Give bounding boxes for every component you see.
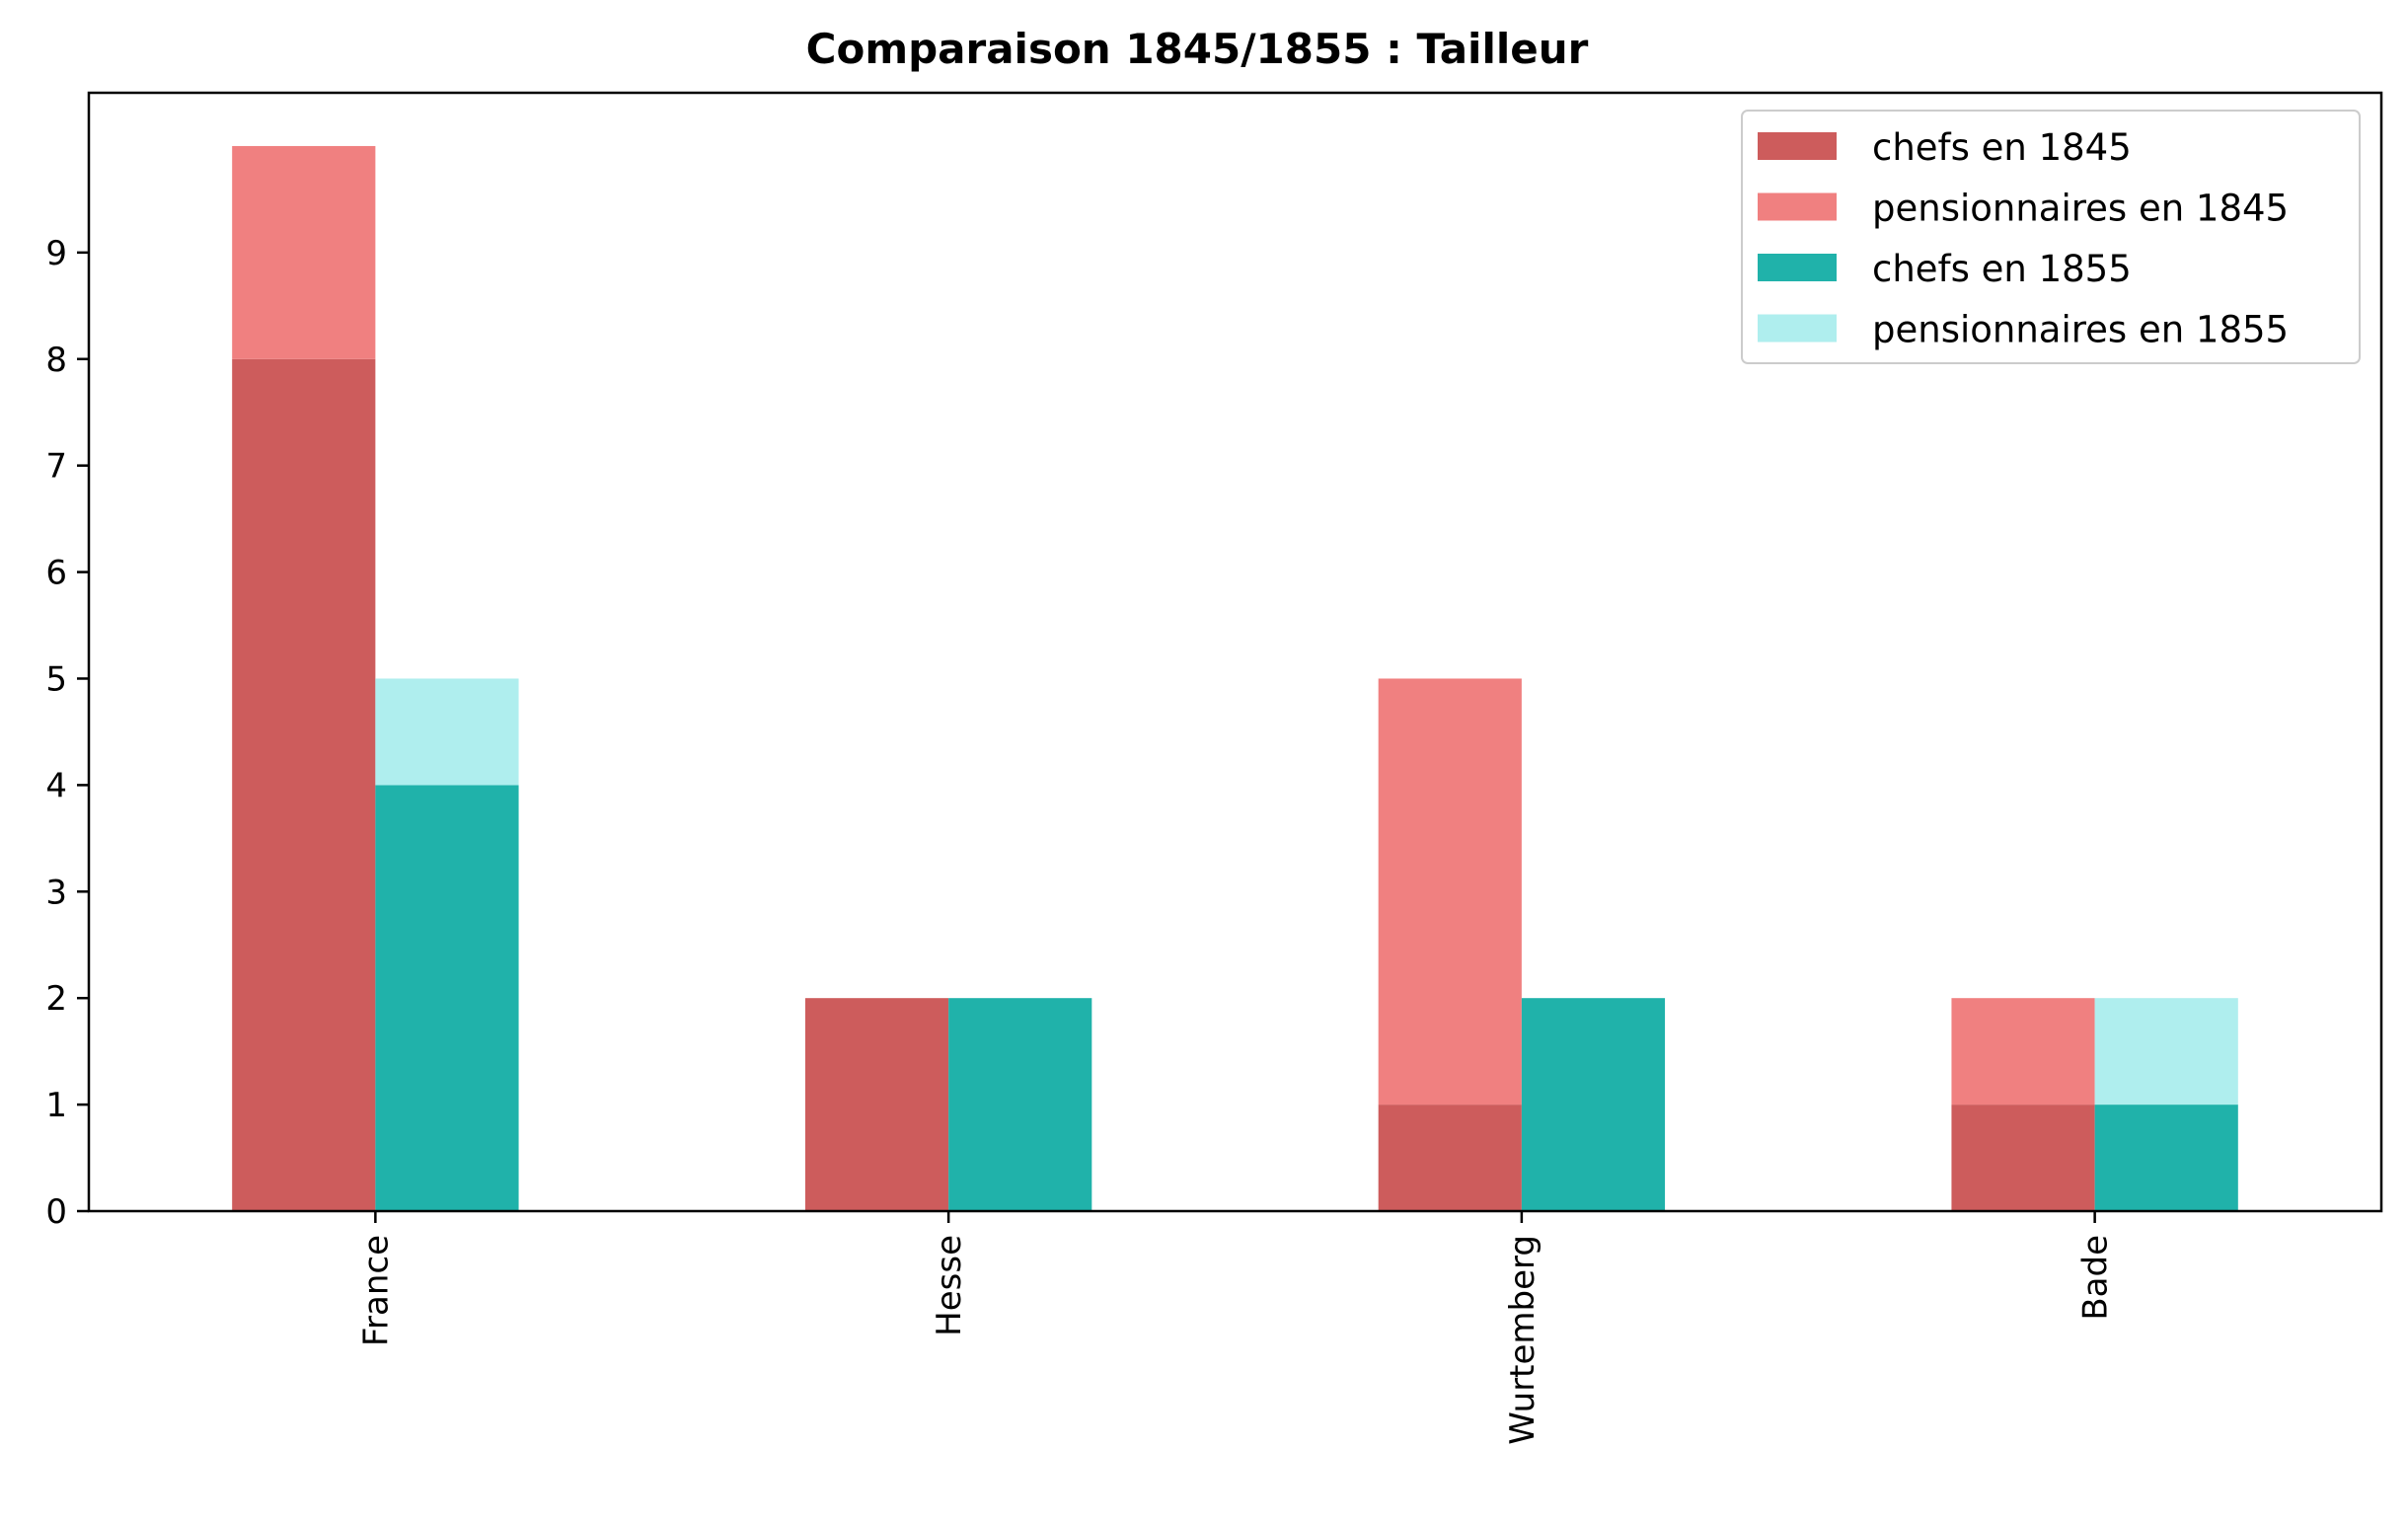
legend-swatch bbox=[1758, 132, 1837, 160]
y-tick-label: 7 bbox=[45, 447, 67, 487]
x-tick-label: Wurtemberg bbox=[1503, 1235, 1543, 1445]
axes-group: 0 1 2 3 4 5 6 7 8 9 France Hesse Wurtemberg Bade bbox=[45, 91, 2383, 1445]
chart-title: Comparaison 1845/1855 : Tailleur bbox=[806, 25, 1589, 73]
plot-frame bbox=[87, 91, 2383, 1213]
bar-bade-series-3 bbox=[2094, 998, 2238, 1106]
bars-group bbox=[232, 145, 2238, 1211]
y-tick-label: 0 bbox=[45, 1192, 67, 1232]
legend-swatch bbox=[1758, 254, 1837, 281]
y-tick-label: 1 bbox=[45, 1086, 67, 1125]
y-tick-label: 6 bbox=[45, 554, 67, 593]
x-tick-label: Hesse bbox=[930, 1235, 969, 1336]
bar-bade-series-0 bbox=[1951, 1105, 2095, 1211]
legend-label: chefs en 1855 bbox=[1872, 248, 2132, 290]
legend-swatch bbox=[1758, 192, 1837, 221]
bar-wurtemberg-series-2 bbox=[1521, 998, 1666, 1211]
y-tick-label: 3 bbox=[45, 873, 67, 912]
legend-label: pensionnaires en 1855 bbox=[1872, 309, 2289, 351]
bar-wurtemberg-series-0 bbox=[1378, 1105, 1522, 1211]
bar-france-series-3 bbox=[375, 678, 519, 786]
x-tick-label: France bbox=[356, 1235, 396, 1346]
legend: chefs en 1845 pensionnaires en 1845 chefs … bbox=[1741, 110, 2361, 364]
bar-bade-series-2 bbox=[2094, 1105, 2238, 1211]
y-tick-label: 2 bbox=[45, 979, 67, 1019]
legend-label: chefs en 1845 bbox=[1872, 126, 2132, 169]
legend-label: pensionnaires en 1845 bbox=[1872, 188, 2289, 230]
y-tick-label: 9 bbox=[45, 234, 67, 273]
bar-hesse-series-2 bbox=[948, 998, 1092, 1211]
bar-bade-series-1 bbox=[1951, 998, 2095, 1106]
bar-france-series-2 bbox=[375, 785, 519, 1211]
y-tick-label: 4 bbox=[45, 766, 67, 805]
bar-france-series-0 bbox=[232, 358, 376, 1211]
bar-france-series-1 bbox=[232, 145, 376, 359]
bar-hesse-series-0 bbox=[804, 998, 949, 1211]
y-tick-label: 5 bbox=[45, 659, 67, 699]
legend-box bbox=[1741, 110, 2361, 364]
x-tick-label: Bade bbox=[2076, 1235, 2116, 1321]
bar-wurtemberg-series-1 bbox=[1378, 678, 1522, 1106]
y-tick-label: 8 bbox=[45, 341, 67, 380]
legend-swatch bbox=[1758, 314, 1837, 343]
